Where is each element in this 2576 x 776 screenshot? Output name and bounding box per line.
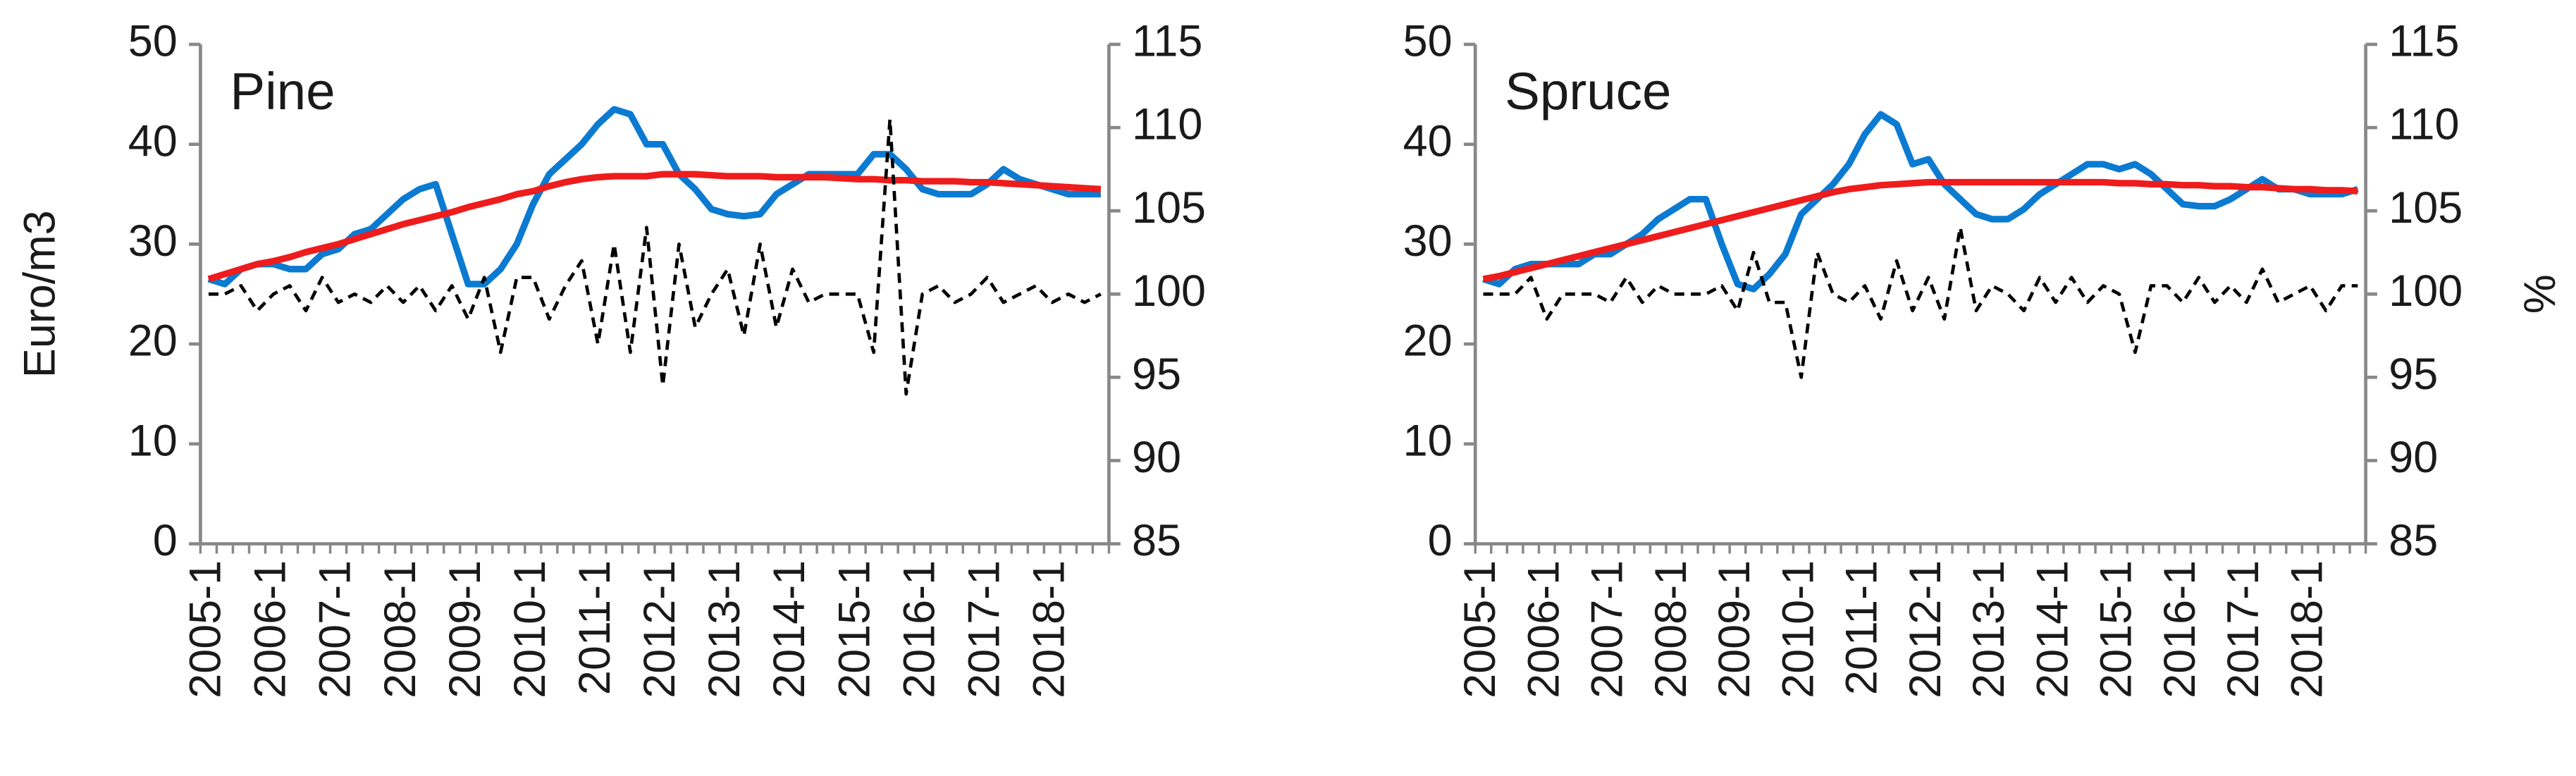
y2-tick-label: 100 xyxy=(2389,266,2463,316)
chart-panel: 0 10 20 30 40 50 85 90 95 100 105 110 115 2005-1 2006-… xyxy=(1403,17,2565,698)
y2-axis-label: % xyxy=(2515,274,2565,314)
x-tick-label: 2007-1 xyxy=(1583,560,1632,698)
x-tick-label: 2017-1 xyxy=(2219,560,2268,698)
x-tick-label: 2018-1 xyxy=(1024,560,1073,698)
y-tick-label: 40 xyxy=(1403,116,1453,166)
y-tick-label: 0 xyxy=(1428,516,1453,565)
y2-tick-label: 95 xyxy=(1132,350,1181,399)
y2-tick-label: 115 xyxy=(1132,17,1202,66)
x-tick-label: 2015-1 xyxy=(2092,560,2141,698)
y-tick-label: 30 xyxy=(128,216,178,266)
data-line xyxy=(1482,111,2359,292)
x-tick-label: 2012-1 xyxy=(635,560,684,698)
x-tick-label: 2008-1 xyxy=(1646,560,1696,698)
data-line xyxy=(1482,178,2358,283)
x-tick-label: 2010-1 xyxy=(505,560,555,698)
y-tick-label: 30 xyxy=(1403,216,1453,266)
x-tick-label: 2014-1 xyxy=(765,560,814,698)
x-tick-label: 2009-1 xyxy=(440,560,490,698)
y2-tick-label: 105 xyxy=(1132,183,1206,233)
x-tick-label: 2011-1 xyxy=(570,560,620,695)
y-tick-label: 20 xyxy=(128,316,178,366)
x-tick-label: 2007-1 xyxy=(311,560,360,698)
y2-tick-label: 85 xyxy=(1132,516,1181,565)
y2-tick-label: 85 xyxy=(2389,516,2438,565)
x-tick-label: 2018-1 xyxy=(2282,560,2331,698)
y-tick-label: 10 xyxy=(128,416,178,465)
x-tick-label: 2012-1 xyxy=(1901,560,1950,698)
x-tick-label: 2006-1 xyxy=(1519,560,1568,698)
x-tick-label: 2005-1 xyxy=(181,560,230,698)
x-tick-label: 2010-1 xyxy=(1773,560,1823,698)
chart-title: Pine xyxy=(230,61,335,121)
x-tick-label: 2016-1 xyxy=(2155,560,2205,698)
y-axis-label: Euro/m3 xyxy=(15,210,64,378)
y-tick-label: 50 xyxy=(1403,17,1453,66)
y2-tick-label: 110 xyxy=(1132,100,1202,149)
y-tick-label: 20 xyxy=(1403,316,1453,366)
y2-tick-label: 115 xyxy=(2389,17,2459,66)
y-tick-label: 50 xyxy=(128,17,178,66)
x-tick-label: 2013-1 xyxy=(1964,560,2014,698)
y2-tick-label: 100 xyxy=(1132,266,1206,316)
x-tick-label: 2016-1 xyxy=(894,560,944,698)
dashed-line xyxy=(1483,226,2358,379)
y-tick-label: 0 xyxy=(153,516,178,565)
chart-panel: 0 10 20 30 40 50 85 90 95 100 105 110 115 2005-1 2006-… xyxy=(15,17,1206,698)
x-tick-label: 2015-1 xyxy=(830,560,879,698)
x-tick-label: 2013-1 xyxy=(700,560,749,698)
y2-tick-label: 90 xyxy=(1132,433,1181,482)
data-line xyxy=(207,171,1102,283)
x-tick-label: 2005-1 xyxy=(1455,560,1505,698)
x-tick-label: 2009-1 xyxy=(1710,560,1759,698)
x-tick-label: 2014-1 xyxy=(2028,560,2077,698)
y-tick-label: 40 xyxy=(128,116,178,166)
x-tick-label: 2011-1 xyxy=(1837,560,1887,695)
y-tick-label: 10 xyxy=(1403,416,1453,465)
dashed-line xyxy=(208,117,1102,396)
x-tick-label: 2017-1 xyxy=(959,560,1009,698)
x-tick-label: 2008-1 xyxy=(376,560,425,698)
data-line xyxy=(207,106,1101,288)
y2-tick-label: 95 xyxy=(2389,350,2438,399)
x-tick-label: 2006-1 xyxy=(246,560,295,698)
chart-title: Spruce xyxy=(1505,61,1671,121)
y2-tick-label: 90 xyxy=(2389,433,2438,482)
y2-tick-label: 110 xyxy=(2389,100,2459,149)
y2-tick-label: 105 xyxy=(2389,183,2463,233)
